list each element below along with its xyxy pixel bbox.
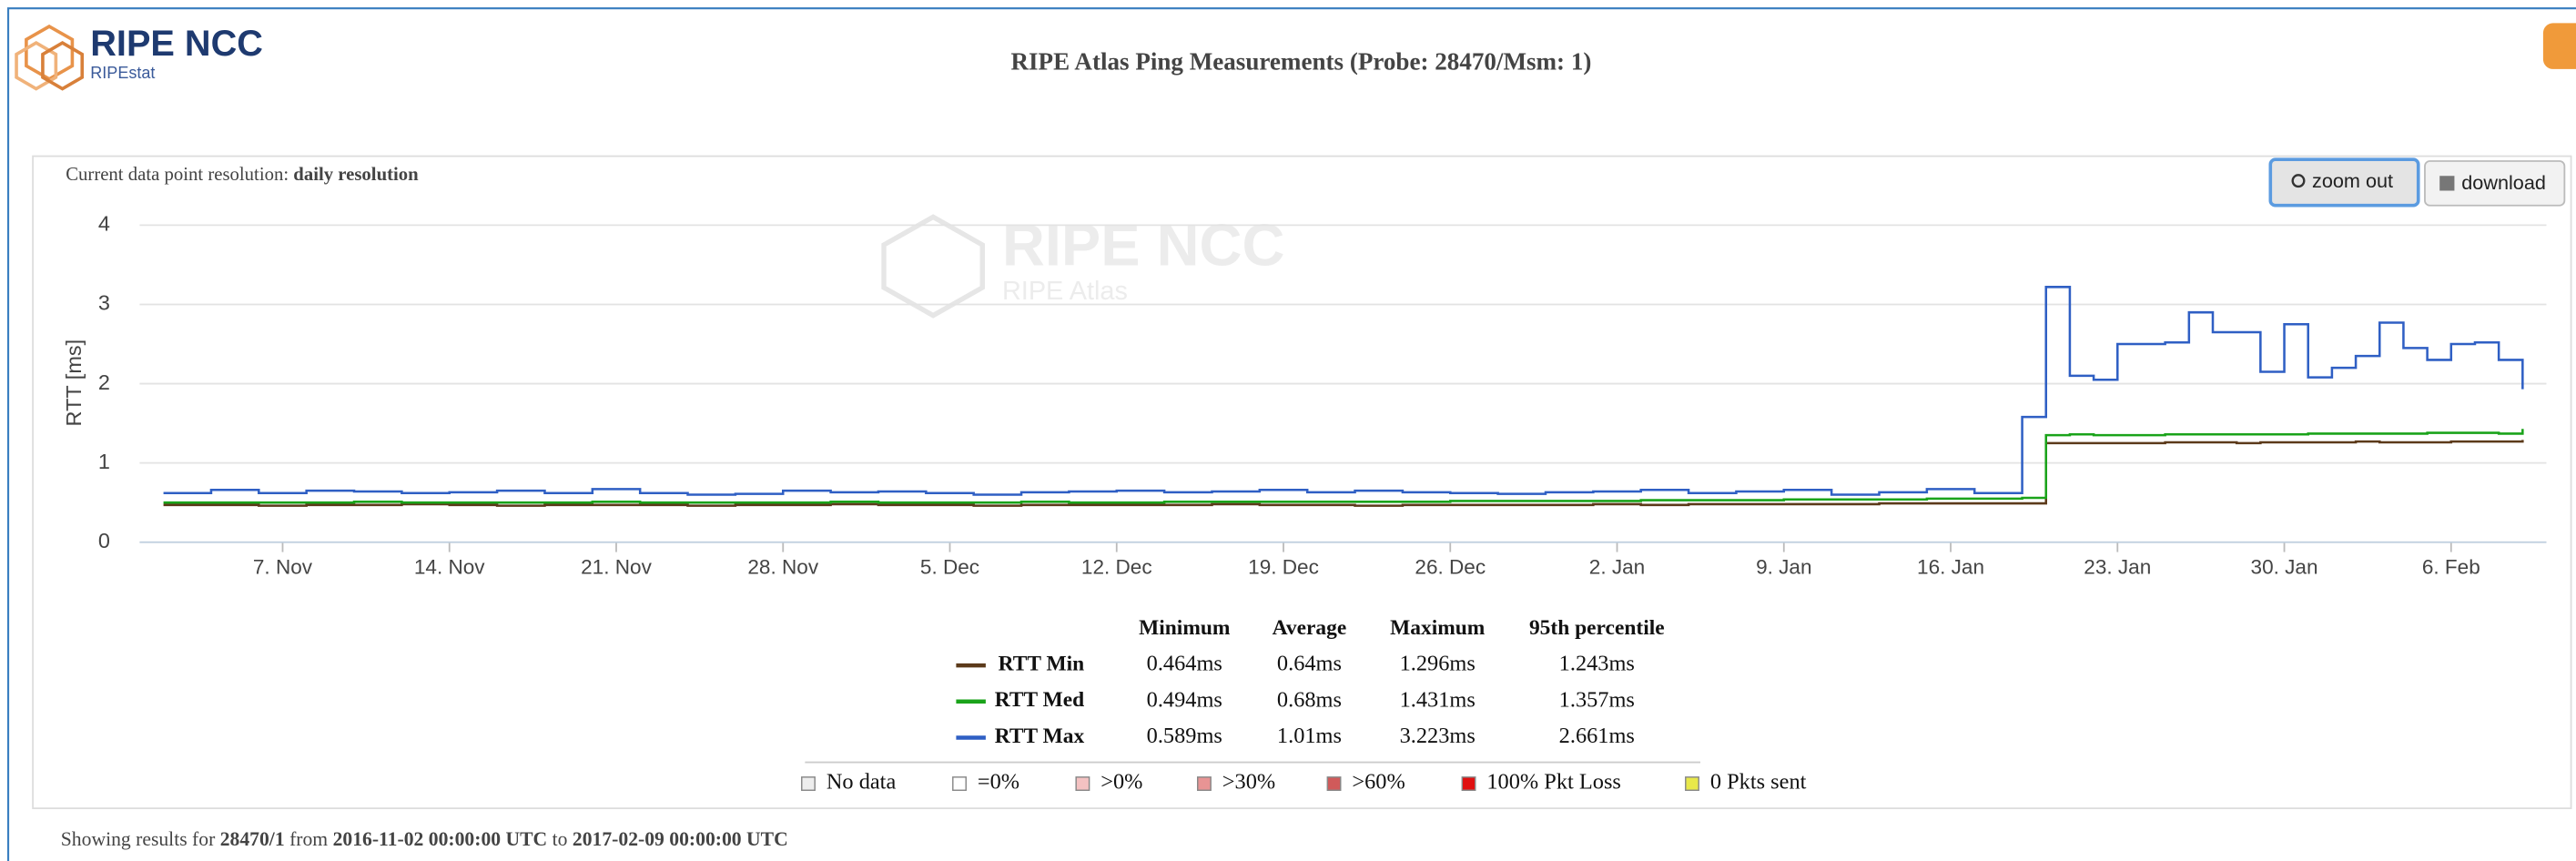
x-tick-label: 9. Jan	[1756, 556, 1811, 579]
stat-value: 0.464ms	[1147, 652, 1222, 676]
stat-value: 1.01ms	[1277, 724, 1342, 748]
resolution: Current data point resolution: daily res…	[66, 165, 419, 185]
footer-part: 2017-02-09 00:00:00 UTC	[573, 828, 788, 850]
legend-label: RTT Min	[999, 652, 1085, 675]
series-line	[163, 440, 2524, 507]
watermark-icon	[881, 214, 986, 319]
y-tick-label: 3	[98, 291, 110, 315]
loss-label: >60%	[1352, 770, 1405, 795]
stat-value: 2.661ms	[1559, 724, 1635, 748]
stat-header: Maximum	[1390, 616, 1486, 640]
stat-value: 3.223ms	[1400, 724, 1476, 748]
loss-swatch	[1326, 776, 1342, 791]
footer-part: Showing results for	[61, 828, 216, 850]
footer-part: 2016-11-02 00:00:00 UTC	[333, 828, 548, 850]
x-tick-label: 5. Dec	[920, 556, 979, 579]
loss-label: 0 Pkts sent	[1710, 770, 1807, 795]
x-tick-label: 28. Nov	[747, 556, 818, 579]
x-tick-label: 2. Jan	[1589, 556, 1645, 579]
loss-label: >30%	[1222, 770, 1275, 795]
y-tick-label: 0	[98, 529, 110, 552]
x-tick-label: 30. Jan	[2251, 556, 2318, 579]
stat-value: 0.494ms	[1147, 687, 1222, 712]
resolution-value: daily resolution	[293, 165, 419, 185]
zoom-out-button[interactable]: zoom out	[2268, 157, 2420, 208]
button-label[interactable]: zoom out	[2312, 169, 2393, 192]
x-tick-label: 12. Dec	[1081, 556, 1152, 579]
loss-label: >0%	[1100, 770, 1142, 795]
chat-button[interactable]	[2542, 23, 2576, 69]
stat-value: 1.431ms	[1400, 687, 1476, 712]
loss-label: =0%	[978, 770, 1019, 795]
stat-header: 95th percentile	[1529, 616, 1665, 640]
loss-label: 100% Pkt Loss	[1486, 770, 1621, 795]
watermark-title: RIPE NCC	[1002, 212, 1284, 279]
logo-text: RIPE NCC	[90, 24, 263, 64]
loss-swatch	[1075, 776, 1090, 791]
x-tick-label: 21. Nov	[581, 556, 652, 579]
chart-panel	[32, 155, 2572, 810]
stat-value: 1.243ms	[1559, 652, 1635, 676]
x-tick-label: 23. Jan	[2084, 556, 2151, 579]
watermark-subtitle: RIPE Atlas	[1002, 277, 1128, 306]
series-line	[163, 286, 2524, 496]
stat-header: Average	[1273, 616, 1347, 640]
resolution-label: Current data point resolution:	[66, 165, 289, 185]
x-tick-label: 14. Nov	[414, 556, 485, 579]
footer-part: from	[289, 828, 328, 850]
download-button[interactable]: download	[2424, 160, 2566, 207]
logo-subtext: RIPEstat	[90, 64, 155, 82]
x-tick-label: 26. Dec	[1415, 556, 1486, 579]
legend-label: RTT Max	[995, 724, 1085, 748]
stat-header: Minimum	[1139, 616, 1231, 640]
y-tick-label: 1	[98, 450, 110, 473]
series-line	[163, 429, 2524, 504]
y-tick-label: 4	[98, 212, 110, 236]
loss-label: No data	[827, 770, 897, 795]
x-tick-label: 7. Nov	[253, 556, 313, 579]
x-tick-label: 16. Jan	[1917, 556, 1984, 579]
x-tick-label: 19. Dec	[1248, 556, 1319, 579]
footer-part: to	[553, 828, 568, 850]
stat-value: 0.589ms	[1147, 724, 1222, 748]
stat-value: 0.68ms	[1277, 687, 1342, 712]
button-label[interactable]: download	[2461, 171, 2546, 194]
page-border	[6, 7, 2576, 861]
x-tick-label: 6. Feb	[2422, 556, 2480, 579]
chart-title: RIPE Atlas Ping Measurements (Probe: 284…	[1010, 48, 1591, 76]
stat-value: 1.296ms	[1400, 652, 1476, 676]
stat-value: 0.64ms	[1277, 652, 1342, 676]
y-axis-label: RTT [ms]	[62, 339, 86, 427]
legend-label: RTT Med	[995, 688, 1084, 712]
loss-swatch	[1461, 776, 1476, 791]
y-tick-label: 2	[98, 370, 110, 394]
loss-swatch	[952, 776, 967, 791]
footer-part: 28470/1	[220, 828, 285, 850]
loss-swatch	[801, 776, 816, 791]
logo-icon	[15, 24, 85, 91]
footer: Showing results for 28470/1 from 2016-11…	[61, 828, 788, 850]
stat-value: 1.357ms	[1559, 687, 1635, 712]
loss-swatch	[1197, 776, 1212, 791]
loss-swatch	[1685, 776, 1699, 791]
